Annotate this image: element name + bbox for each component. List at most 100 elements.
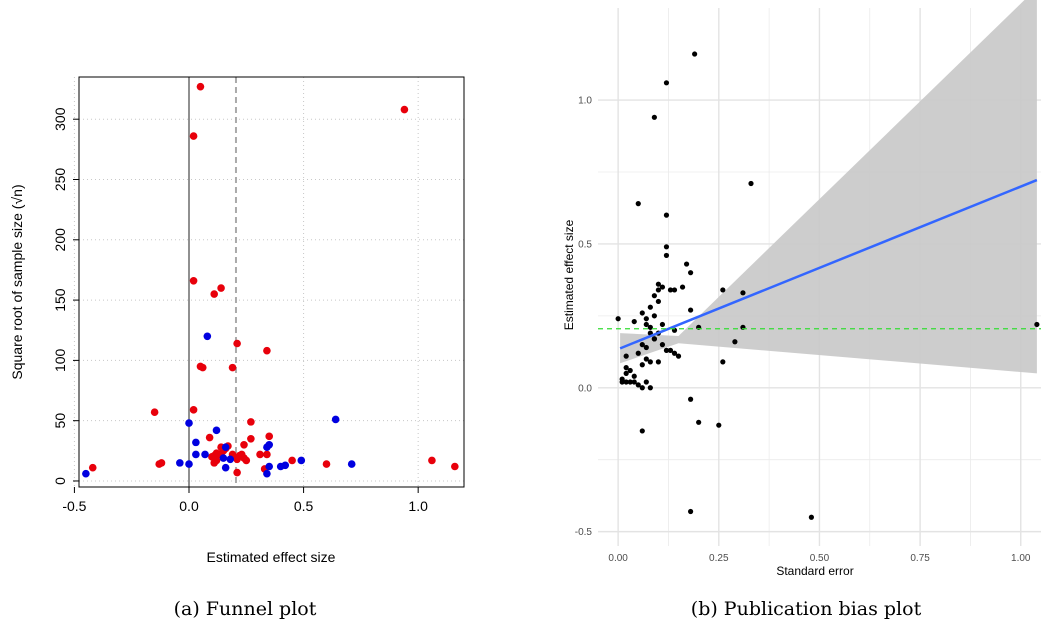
publication-bias-plot-y-tick-label: -0.5 xyxy=(575,527,593,538)
publication-bias-plot-point xyxy=(623,379,629,385)
funnel-plot-point-red xyxy=(233,468,241,477)
funnel-plot-point-blue xyxy=(185,460,193,468)
publication-bias-plot-point xyxy=(631,373,637,379)
publication-bias-plot-point xyxy=(688,270,694,276)
publication-bias-plot-point xyxy=(635,350,641,356)
publication-bias-plot-point xyxy=(651,336,657,342)
funnel-plot-y-ticks: 0 50 100 150 200 250 300 xyxy=(52,107,79,485)
publication-bias-plot-y-axis-label: Estimated effect size xyxy=(562,219,576,330)
publication-bias-plot-point xyxy=(688,307,694,313)
publication-bias-plot-point xyxy=(631,379,637,385)
publication-bias-plot-point xyxy=(647,359,653,365)
regression-fit-line xyxy=(619,178,1038,350)
publication-bias-plot-x-tick-label: 0.50 xyxy=(810,553,830,564)
publication-bias-plot-point xyxy=(619,379,625,385)
funnel-plot-point-blue xyxy=(265,462,274,471)
publication-bias-plot-point xyxy=(1034,321,1040,328)
funnel-plot-point-blue xyxy=(297,456,306,465)
publication-bias-plot-point xyxy=(623,353,629,359)
publication-bias-plot-point xyxy=(639,310,645,316)
publication-bias-plot-point xyxy=(748,180,754,187)
publication-bias-plot-point xyxy=(643,356,649,362)
publication-bias-plot-point xyxy=(627,367,633,374)
publication-bias-plot-x-tick-label: 0.00 xyxy=(608,553,628,564)
funnel-plot-point-red xyxy=(263,450,271,459)
publication-bias-plot-point xyxy=(692,51,698,57)
publication-bias-plot-point xyxy=(679,284,686,290)
funnel-plot-point-blue xyxy=(82,469,90,478)
funnel-plot-point-blue xyxy=(221,443,230,452)
funnel-plot-caption: (a) Funnel plot xyxy=(174,598,317,620)
publication-bias-plot-point xyxy=(688,508,694,515)
funnel-plot-points xyxy=(82,82,459,478)
funnel-plot-y-tick-label: 0 xyxy=(52,477,68,485)
publication-bias-plot-point xyxy=(675,353,682,359)
funnel-plot-point-blue xyxy=(192,438,200,447)
publication-bias-plot-point xyxy=(667,347,674,353)
funnel-plot-point-red xyxy=(189,406,198,414)
funnel-plot-point-blue xyxy=(276,462,285,471)
publication-bias-plot-point xyxy=(663,244,670,250)
funnel-plot-x-axis-label: Estimated effect size xyxy=(207,549,336,565)
funnel-plot-x-tick-label: 0.5 xyxy=(294,498,314,514)
publication-bias-plot-point xyxy=(716,422,722,428)
publication-bias-plot-point xyxy=(615,316,621,322)
publication-bias-plot-point xyxy=(651,114,657,120)
publication-bias-plot-point xyxy=(647,324,653,330)
publication-bias-plot-point xyxy=(655,281,661,287)
publication-bias-plot-y-ticks: -0.5 0.0 0.5 1.0 xyxy=(575,96,593,539)
funnel-plot-gridlines xyxy=(73,77,464,487)
funnel-plot-point-red xyxy=(451,462,459,471)
publication-bias-plot-point xyxy=(647,385,653,391)
funnel-plot-point-red xyxy=(198,363,207,372)
funnel-plot-point-blue xyxy=(263,469,271,478)
funnel-plot-point-red xyxy=(400,105,409,114)
funnel-plot-point-red xyxy=(210,459,219,467)
funnel-plot-x-tick-label: 1.0 xyxy=(408,498,428,514)
publication-bias-plot-panel: 0.00 0.25 0.50 0.75 1.00 -0.5 0.0 0.5 1.0 Stand… xyxy=(562,0,1041,620)
funnel-plot-y-axis-label: Square root of sample size (√n) xyxy=(9,184,25,379)
publication-bias-plot-point xyxy=(635,201,641,207)
publication-bias-plot-x-tick-label: 0.25 xyxy=(709,553,729,564)
publication-bias-plot-point xyxy=(627,379,633,385)
funnel-plot-point-red xyxy=(217,284,225,292)
funnel-plot-point-blue xyxy=(212,426,221,435)
publication-bias-plot-point xyxy=(643,379,649,385)
funnel-plot-point-red xyxy=(150,408,159,417)
funnel-plot-point-red xyxy=(256,450,264,459)
publication-bias-plot-point xyxy=(655,287,661,293)
confidence-band xyxy=(620,0,1037,374)
publication-bias-plot-point xyxy=(740,290,746,296)
publication-bias-plot-point xyxy=(623,370,629,376)
funnel-plot-point-red xyxy=(210,290,219,298)
publication-bias-plot-point xyxy=(671,287,678,293)
funnel-plot-point-blue xyxy=(192,450,200,459)
publication-bias-plot-point xyxy=(639,362,645,368)
funnel-plot-point-red xyxy=(88,463,97,472)
publication-bias-plot-point xyxy=(688,396,694,402)
publication-bias-plot-point xyxy=(659,284,666,290)
publication-bias-plot-point xyxy=(663,212,670,218)
publication-bias-plot-point xyxy=(732,339,738,345)
funnel-plot-point-blue xyxy=(347,460,356,468)
funnel-plot-y-tick-label: 50 xyxy=(52,413,68,429)
publication-bias-plot-point xyxy=(663,80,670,86)
funnel-plot-point-red xyxy=(322,460,331,468)
funnel-plot-point-blue xyxy=(221,463,230,472)
funnel-plot-x-ticks: -0.5 0.0 0.5 1.0 xyxy=(62,487,428,514)
funnel-plot-point-red xyxy=(242,456,251,465)
publication-bias-plot-point xyxy=(651,313,657,319)
publication-bias-plot-point xyxy=(623,365,629,371)
funnel-plot-point-blue xyxy=(331,415,340,424)
funnel-plot-point-blue xyxy=(201,450,209,459)
funnel-plot-point-red xyxy=(155,460,164,468)
publication-bias-plot-point xyxy=(720,287,726,293)
funnel-plot-point-blue xyxy=(263,443,271,452)
publication-bias-plot-x-tick-label: 0.75 xyxy=(910,553,930,564)
publication-bias-plot-y-tick-label: 1.0 xyxy=(578,96,592,107)
funnel-plot-y-tick-label: 150 xyxy=(52,288,68,312)
funnel-plot-point-red xyxy=(205,433,214,442)
funnel-plot-x-tick-label: 0.0 xyxy=(179,498,199,514)
funnel-plot-point-red xyxy=(189,132,198,140)
funnel-plot-y-tick-label: 300 xyxy=(52,107,68,131)
